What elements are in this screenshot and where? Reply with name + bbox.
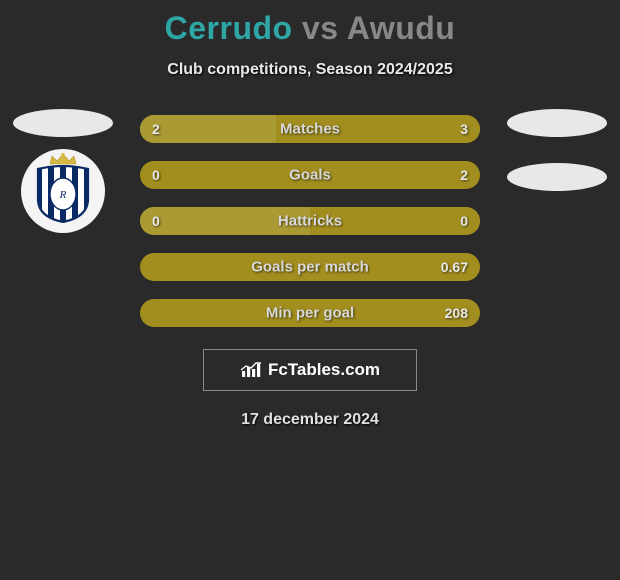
stats-area: R Matches 2 3 Goals 0 2 Hattricks 0 0 Goals per m… — [0, 115, 620, 327]
stat-bar: Matches 2 3 — [140, 115, 480, 143]
player2-name: Awudu — [347, 10, 456, 46]
club-crest-icon: R — [21, 149, 105, 233]
stat-bar: Min per goal 208 — [140, 299, 480, 327]
stat-value-left: 2 — [152, 121, 160, 137]
right-player-badges — [502, 109, 612, 191]
stat-bar: Hattricks 0 0 — [140, 207, 480, 235]
player-headshot-placeholder — [13, 109, 113, 137]
subtitle: Club competitions, Season 2024/2025 — [0, 61, 620, 79]
stat-value-right: 208 — [445, 305, 468, 321]
player1-name: Cerrudo — [165, 10, 293, 46]
stat-label: Goals — [289, 167, 331, 184]
stat-label: Goals per match — [251, 259, 369, 276]
bar-chart-icon — [240, 361, 262, 379]
club-crest-placeholder — [507, 163, 607, 191]
crown-icon — [48, 153, 78, 165]
stat-label: Hattricks — [278, 213, 342, 230]
left-player-badges: R — [8, 109, 118, 233]
stat-value-left: 0 — [152, 167, 160, 183]
date-text: 17 december 2024 — [0, 411, 620, 429]
branding-box: FcTables.com — [203, 349, 417, 391]
shield-icon: R — [36, 165, 90, 223]
stat-label: Min per goal — [266, 305, 354, 322]
stat-label: Matches — [280, 121, 340, 138]
title: Cerrudo vs Awudu — [0, 10, 620, 47]
stat-value-right: 0.67 — [441, 259, 468, 275]
player-headshot-placeholder — [507, 109, 607, 137]
stat-value-right: 0 — [460, 213, 468, 229]
svg-text:R: R — [59, 189, 67, 201]
stat-value-left: 0 — [152, 213, 160, 229]
brand-text: FcTables.com — [268, 360, 380, 380]
bar-fill-left — [140, 115, 276, 143]
stat-bar: Goals per match 0.67 — [140, 253, 480, 281]
stat-value-right: 3 — [460, 121, 468, 137]
stat-bar: Goals 0 2 — [140, 161, 480, 189]
vs-text: vs — [302, 10, 339, 46]
comparison-card: Cerrudo vs Awudu Club competitions, Seas… — [0, 0, 620, 429]
stat-value-right: 2 — [460, 167, 468, 183]
stat-bars: Matches 2 3 Goals 0 2 Hattricks 0 0 Goals per mat… — [140, 115, 480, 327]
